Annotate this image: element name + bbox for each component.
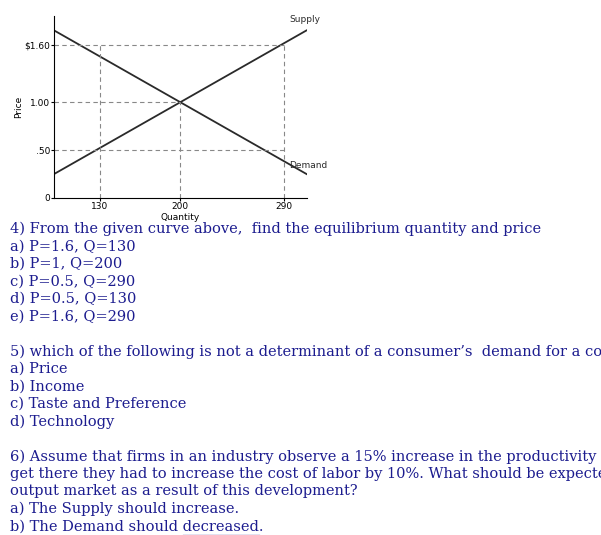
Text: 6) Assume that firms in an industry observe a 15% increase in the productivity o: 6) Assume that firms in an industry obse… xyxy=(10,449,601,464)
Text: b) Income: b) Income xyxy=(10,379,84,394)
Text: c) Taste and Preference: c) Taste and Preference xyxy=(10,397,186,411)
Text: d) P=0.5, Q=130: d) P=0.5, Q=130 xyxy=(10,292,136,306)
Text: 4) From the given curve above,  find the equilibrium quantity and price: 4) From the given curve above, find the … xyxy=(10,222,541,236)
Text: d) Technology: d) Technology xyxy=(10,415,114,429)
Text: output market as a result of this development?: output market as a result of this develo… xyxy=(10,485,358,499)
Text: get there they had to increase the cost of labor by 10%. What should be expected: get there they had to increase the cost … xyxy=(10,467,601,481)
Text: Demand: Demand xyxy=(289,161,328,170)
Text: a) The Supply should increase.: a) The Supply should increase. xyxy=(10,502,239,516)
Text: Supply: Supply xyxy=(289,14,320,24)
X-axis label: Quantity: Quantity xyxy=(160,212,200,221)
Text: b) The Demand should decreased.: b) The Demand should decreased. xyxy=(10,519,263,533)
Text: e) P=1.6, Q=290: e) P=1.6, Q=290 xyxy=(10,310,135,324)
Text: c) P=0.5, Q=290: c) P=0.5, Q=290 xyxy=(10,274,135,288)
Text: b) P=1, Q=200: b) P=1, Q=200 xyxy=(10,257,122,271)
Text: 5) which of the following is not a determinant of a consumer’s  demand for a com: 5) which of the following is not a deter… xyxy=(10,345,601,359)
Text: a) P=1.6, Q=130: a) P=1.6, Q=130 xyxy=(10,240,136,254)
Y-axis label: Price: Price xyxy=(14,96,23,118)
Text: a) Price: a) Price xyxy=(10,362,67,376)
